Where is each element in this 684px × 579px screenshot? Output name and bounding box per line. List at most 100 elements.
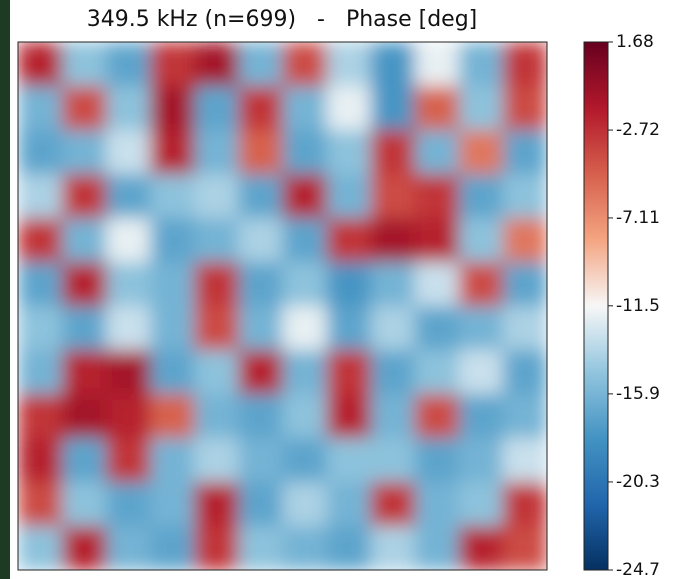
heat-cell: [238, 438, 283, 483]
heat-cell: [502, 42, 547, 87]
heat-cell: [194, 86, 239, 131]
heat-cell: [414, 394, 460, 439]
heat-cell: [458, 394, 504, 439]
chart-title: 349.5 kHz (n=699) - Phase [deg]: [87, 7, 478, 32]
heat-cell: [150, 86, 195, 131]
heat-cell: [62, 526, 107, 570]
heat-cell: [238, 306, 283, 351]
heat-cell: [18, 174, 63, 219]
heat-cell: [458, 218, 504, 263]
heat-cell: [18, 306, 63, 351]
heat-cell: [502, 438, 547, 483]
heat-cell: [458, 482, 504, 527]
heat-cell: [106, 130, 151, 175]
heat-cell: [414, 42, 460, 87]
heat-cell: [194, 306, 239, 351]
heat-cell: [62, 438, 107, 483]
heat-cell: [150, 394, 195, 439]
heat-cell: [370, 86, 416, 131]
heat-cell: [194, 482, 239, 527]
heat-cell: [282, 438, 328, 483]
heat-cell: [194, 42, 239, 87]
heat-cell: [194, 130, 239, 175]
heat-cell: [370, 526, 416, 570]
heat-cell: [62, 306, 107, 351]
heat-cell: [150, 526, 195, 570]
colorbar: [583, 41, 609, 571]
heat-cell: [326, 262, 372, 307]
heat-cell: [150, 218, 195, 263]
heat-cell: [370, 438, 416, 483]
heat-cell: [18, 482, 63, 527]
heat-cell: [282, 86, 328, 131]
heat-cell: [238, 42, 283, 87]
heat-cell: [106, 86, 151, 131]
heat-cell: [106, 218, 151, 263]
heat-cell: [62, 262, 107, 307]
heat-cell: [238, 86, 283, 131]
colorbar-tick-label: -7.11: [616, 208, 660, 228]
heat-cell: [194, 394, 239, 439]
heat-cell: [282, 526, 328, 570]
heat-cell: [370, 482, 416, 527]
colorbar-tick-label: -24.7: [616, 560, 660, 579]
heat-cell: [458, 42, 504, 87]
heat-cell: [150, 262, 195, 307]
heat-cell: [282, 218, 328, 263]
heat-cell: [18, 262, 63, 307]
heat-cell: [194, 350, 239, 395]
heat-cell: [150, 130, 195, 175]
heat-cell: [370, 218, 416, 263]
heat-cell: [62, 218, 107, 263]
heat-cell: [502, 350, 547, 395]
heat-cell: [414, 526, 460, 570]
heat-cell: [458, 438, 504, 483]
heat-cell: [326, 394, 372, 439]
colorbar-tick-label: 1.68: [616, 32, 654, 52]
heat-cell: [458, 350, 504, 395]
heat-cell: [370, 306, 416, 351]
heat-cell: [414, 174, 460, 219]
heat-cell: [502, 86, 547, 131]
heat-cell: [18, 42, 63, 87]
colorbar-tick-label: -15.9: [616, 384, 660, 404]
heat-cell: [502, 394, 547, 439]
heat-cell: [282, 174, 328, 219]
heat-cell: [326, 86, 372, 131]
heat-cell: [106, 174, 151, 219]
heat-cell: [282, 350, 328, 395]
heat-cell: [194, 526, 239, 570]
heat-cell: [238, 174, 283, 219]
heat-cell: [502, 262, 547, 307]
heat-cell: [414, 482, 460, 527]
heat-cell: [370, 262, 416, 307]
heat-cell: [18, 218, 63, 263]
heat-cell: [238, 482, 283, 527]
heat-cell: [414, 130, 460, 175]
heat-cell: [150, 306, 195, 351]
heat-cell: [458, 174, 504, 219]
heat-cell: [106, 526, 151, 570]
heat-cell: [414, 350, 460, 395]
heat-cell: [238, 262, 283, 307]
heat-cell: [238, 218, 283, 263]
heat-cell: [282, 42, 328, 87]
heat-cell: [106, 42, 151, 87]
heat-cell: [282, 306, 328, 351]
heat-cell: [370, 130, 416, 175]
heat-cell: [326, 42, 372, 87]
heat-cell: [18, 526, 63, 570]
colorbar-tick-label: -11.5: [616, 296, 660, 316]
heat-cell: [370, 394, 416, 439]
heat-cell: [414, 218, 460, 263]
heat-cell: [238, 394, 283, 439]
heat-cell: [414, 438, 460, 483]
colorbar-tick-label: -2.72: [616, 120, 660, 140]
heat-cell: [106, 438, 151, 483]
heat-cell: [238, 526, 283, 570]
image-frame: [17, 41, 548, 571]
heat-cell: [62, 394, 107, 439]
heat-cell: [458, 130, 504, 175]
heat-cell: [326, 482, 372, 527]
